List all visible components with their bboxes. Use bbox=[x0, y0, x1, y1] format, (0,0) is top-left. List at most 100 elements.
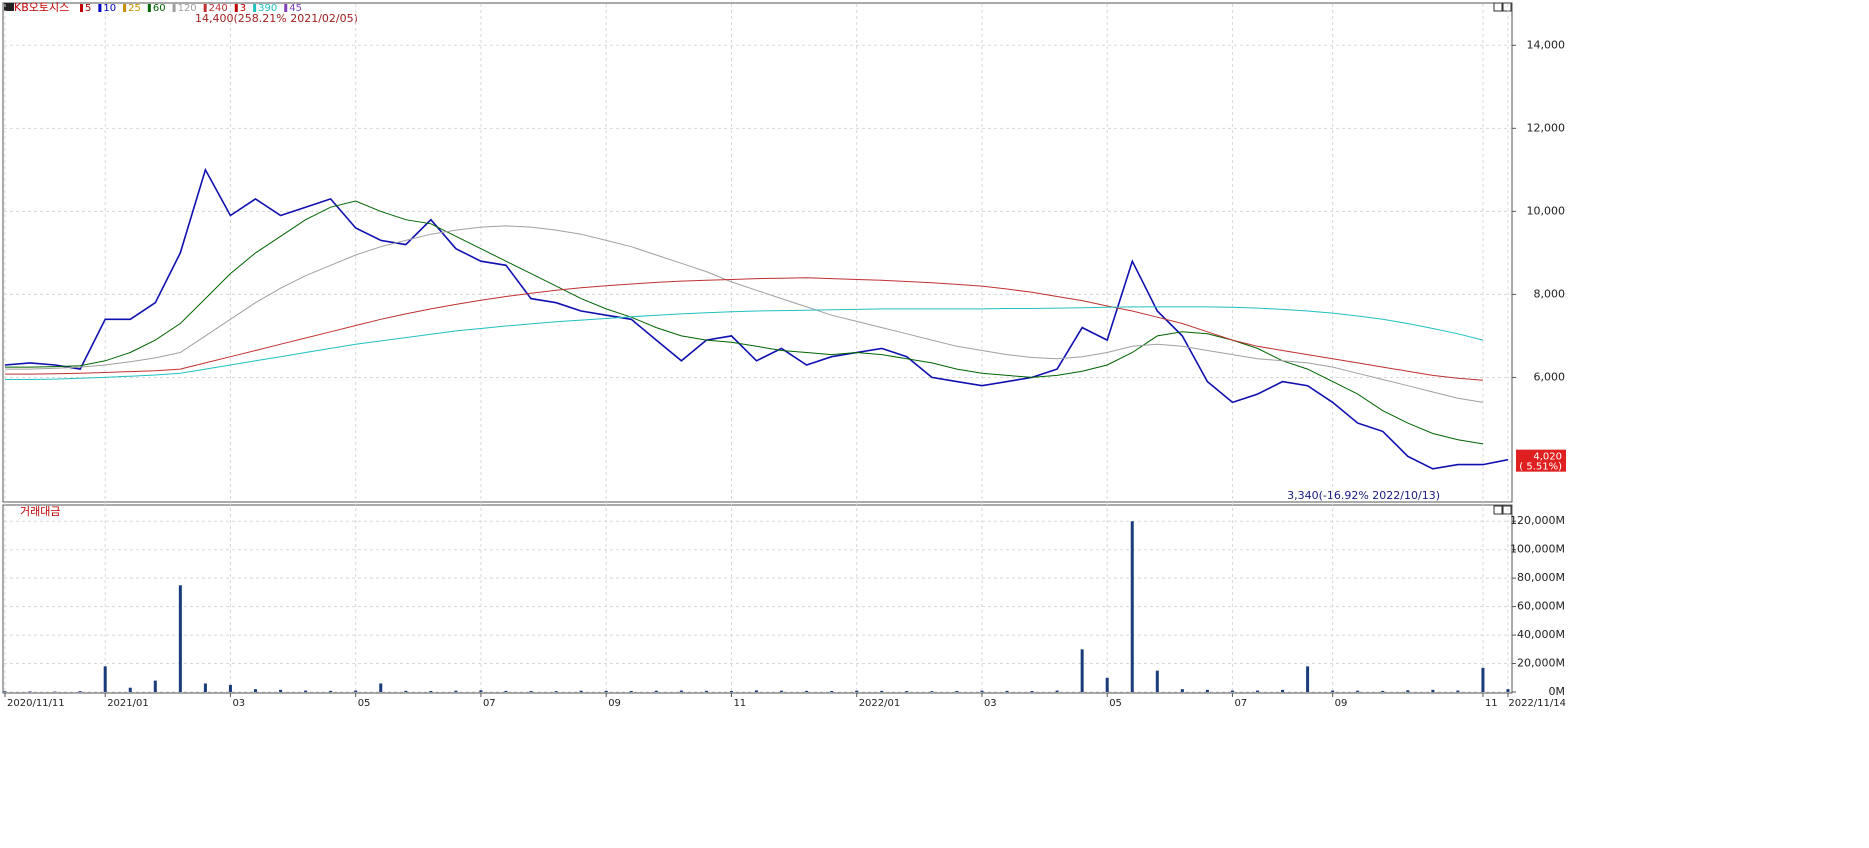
last-price: 4,020 bbox=[1533, 452, 1562, 463]
volume-bar bbox=[279, 689, 283, 692]
y-tick-label: 40,000M bbox=[1517, 628, 1565, 641]
volume-bar bbox=[930, 691, 934, 692]
volume-bar bbox=[529, 691, 533, 692]
volume-bar bbox=[1456, 690, 1460, 692]
x-tick-label: 05 bbox=[1109, 698, 1122, 709]
volume-bar bbox=[579, 690, 583, 692]
volume-bar bbox=[729, 691, 733, 692]
moving-average bbox=[5, 225, 1484, 403]
volume-bar bbox=[1230, 690, 1234, 692]
volume-bar bbox=[178, 585, 182, 692]
legend-label: 60 bbox=[153, 3, 166, 14]
legend-label: 25 bbox=[128, 3, 141, 14]
volume-bar bbox=[1130, 521, 1134, 692]
volume-bar bbox=[1055, 690, 1059, 692]
x-tick-label: 2022/01 bbox=[859, 698, 901, 709]
y-tick-label: 20,000M bbox=[1517, 657, 1565, 670]
moving-average bbox=[5, 277, 1484, 381]
panel-button[interactable] bbox=[1502, 505, 1512, 515]
volume-bar bbox=[103, 666, 107, 692]
volume-bar bbox=[1205, 689, 1209, 692]
volume-bar bbox=[755, 690, 758, 692]
volume-bar bbox=[3, 691, 7, 692]
volume-bar bbox=[429, 691, 433, 692]
volume-bar bbox=[379, 683, 383, 692]
volume-bar bbox=[905, 691, 909, 692]
volume-bar bbox=[679, 690, 683, 692]
volume-bar bbox=[955, 691, 959, 692]
panel-button[interactable] bbox=[1502, 2, 1512, 12]
legend-label: 45 bbox=[289, 3, 302, 14]
volume-bar bbox=[1481, 667, 1485, 692]
price-panel bbox=[2, 2, 1513, 503]
volume-bar bbox=[329, 690, 333, 692]
volume-bar bbox=[254, 689, 257, 692]
volume-bar bbox=[354, 690, 358, 692]
moving-average bbox=[5, 306, 1484, 380]
volume-bar bbox=[404, 690, 408, 692]
volume-title: 거래대금 bbox=[20, 505, 60, 518]
volume-bar bbox=[28, 691, 32, 692]
panel-button[interactable] bbox=[1493, 2, 1503, 12]
panel-icon bbox=[4, 3, 14, 11]
legend-swatch bbox=[203, 4, 207, 12]
y-tick-label: 0M bbox=[1549, 685, 1566, 698]
x-tick-label: 03 bbox=[232, 698, 245, 709]
panel-button[interactable] bbox=[1493, 505, 1503, 515]
legend-label: 10 bbox=[103, 3, 116, 14]
volume-bar bbox=[1105, 677, 1109, 692]
y-tick-label: 14,000 bbox=[1527, 38, 1566, 51]
x-tick-label: 09 bbox=[608, 698, 621, 709]
x-tick-label: 07 bbox=[1234, 698, 1247, 709]
volume-bar bbox=[1180, 689, 1184, 692]
volume-bar bbox=[1406, 690, 1410, 692]
volume-bar bbox=[830, 691, 834, 692]
volume-bar bbox=[304, 690, 308, 692]
price-line bbox=[4, 167, 1509, 470]
volume-bar bbox=[704, 690, 708, 692]
volume-bar bbox=[1356, 690, 1360, 692]
volume-bar bbox=[479, 690, 483, 692]
legend-label: 5 bbox=[85, 3, 91, 14]
volume-bar bbox=[203, 683, 207, 692]
volume-bar bbox=[554, 691, 558, 692]
x-tick-label: 2020/11/11 bbox=[7, 698, 65, 709]
volume-bar bbox=[1381, 690, 1385, 692]
volume-bar bbox=[1256, 690, 1259, 692]
volume-bar bbox=[78, 691, 82, 692]
x-tick-label: 07 bbox=[483, 698, 496, 709]
legend-swatch bbox=[253, 4, 257, 12]
x-tick-label: 11 bbox=[733, 698, 746, 709]
volume-bar bbox=[1331, 690, 1335, 692]
y-tick-label: 60,000M bbox=[1517, 600, 1565, 613]
x-tick-label: 03 bbox=[984, 698, 997, 709]
volume-bar bbox=[1030, 691, 1034, 692]
volume-bar bbox=[1506, 689, 1510, 692]
volume-bar bbox=[629, 691, 633, 692]
last-price-box bbox=[1516, 449, 1566, 472]
x-tick-label: 2021/01 bbox=[107, 698, 149, 709]
volume-bar bbox=[1281, 689, 1285, 692]
legend-swatch bbox=[172, 4, 176, 12]
legend-swatch bbox=[98, 4, 102, 12]
y-tick-label: 12,000 bbox=[1527, 121, 1566, 134]
high-annotation: 14,400(258.21% 2021/02/05) bbox=[195, 12, 358, 25]
x-tick-label: 11 bbox=[1485, 698, 1498, 709]
legend-swatch bbox=[147, 4, 151, 12]
legend-label: 390 bbox=[258, 3, 277, 14]
volume-bar bbox=[780, 690, 784, 692]
legend-swatch bbox=[284, 4, 288, 12]
volume-bar bbox=[880, 690, 884, 692]
volume-bar bbox=[604, 690, 608, 692]
y-tick-label: 80,000M bbox=[1517, 571, 1565, 584]
y-tick-label: 120,000M bbox=[1510, 514, 1565, 527]
volume-bar bbox=[153, 680, 157, 692]
volume-bar bbox=[805, 690, 809, 692]
legend-label: 3 bbox=[240, 3, 246, 14]
x-tick-label: 09 bbox=[1335, 698, 1348, 709]
y-tick-label: 100,000M bbox=[1510, 543, 1565, 556]
legend-swatch bbox=[123, 4, 127, 12]
low-annotation: 3,340(-16.92% 2022/10/13) bbox=[1287, 489, 1440, 502]
legend-label: 240 bbox=[209, 3, 228, 14]
